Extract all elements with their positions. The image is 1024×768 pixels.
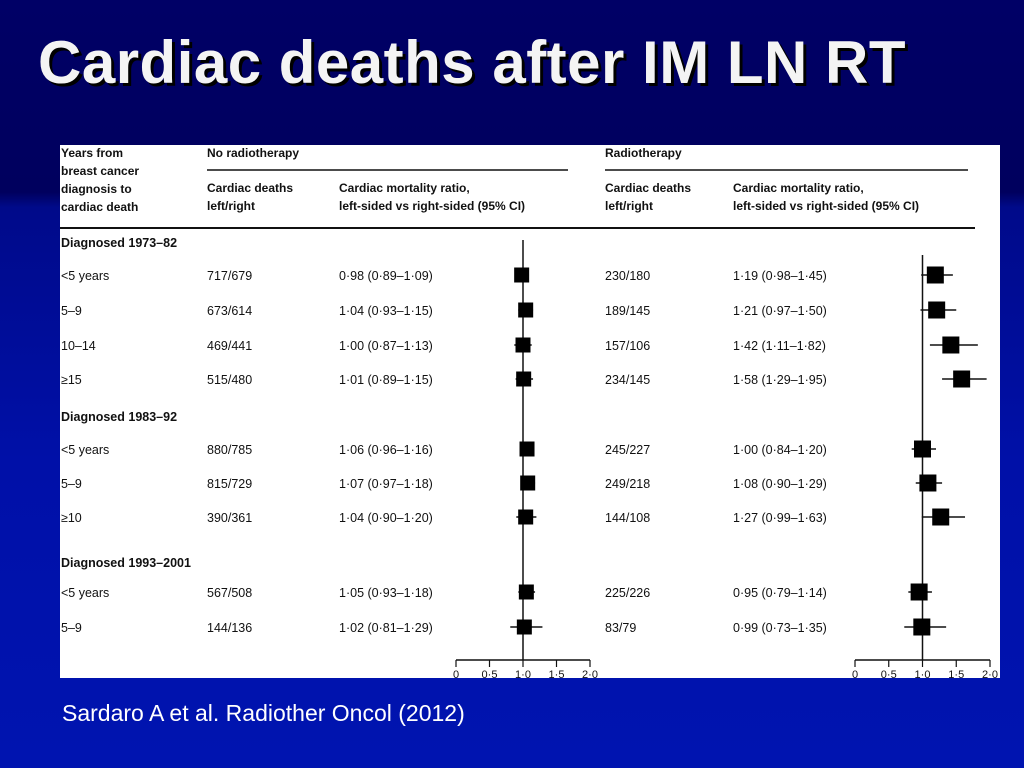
- x-tick-label: 2·0: [582, 669, 598, 681]
- point-estimate: [926, 266, 944, 284]
- point-estimate: [520, 475, 536, 491]
- point-estimate: [516, 371, 532, 387]
- ratio-ci-value: 1·01 (0·89–1·15): [339, 373, 433, 387]
- ratio-ci-value: 0·98 (0·89–1·09): [339, 269, 433, 283]
- row-label: ≥10: [61, 511, 82, 525]
- deaths-value: 815/729: [207, 477, 252, 491]
- point-estimate: [919, 474, 937, 492]
- column-header-deaths: left/right: [605, 199, 653, 213]
- column-header-ratio: Cardiac mortality ratio,: [339, 181, 470, 195]
- deaths-value: 390/361: [207, 511, 252, 525]
- x-tick-label: 1·0: [515, 669, 531, 681]
- point-estimate: [516, 619, 532, 635]
- deaths-value: 83/79: [605, 621, 636, 635]
- ratio-ci-value: 1·21 (0·97–1·50): [733, 304, 827, 318]
- x-tick-label: 1·0: [915, 669, 931, 681]
- ratio-ci-value: 1·04 (0·90–1·20): [339, 511, 433, 525]
- row-label: 5–9: [61, 304, 82, 318]
- deaths-value: 717/679: [207, 269, 252, 283]
- slide-title: Cardiac deaths after IM LN RT: [38, 29, 907, 96]
- row-label: 5–9: [61, 621, 82, 635]
- ratio-ci-value: 1·58 (1·29–1·95): [733, 373, 827, 387]
- deaths-value: 157/106: [605, 339, 650, 353]
- point-estimate: [928, 301, 946, 319]
- deaths-value: 249/218: [605, 477, 650, 491]
- x-tick-label: 1·5: [948, 669, 964, 681]
- group-label: Diagnosed 1973–82: [61, 236, 177, 250]
- ratio-ci-value: 1·04 (0·93–1·15): [339, 304, 433, 318]
- ratio-ci-value: 1·00 (0·87–1·13): [339, 339, 433, 353]
- point-estimate: [514, 267, 530, 283]
- ratio-ci-value: 1·08 (0·90–1·29): [733, 477, 827, 491]
- group-label: Diagnosed 1983–92: [61, 410, 177, 424]
- point-estimate: [515, 337, 531, 353]
- row-header-line: breast cancer: [61, 164, 139, 178]
- column-header-ratio: left-sided vs right-sided (95% CI): [733, 199, 919, 213]
- point-estimate: [932, 508, 950, 526]
- deaths-value: 230/180: [605, 269, 650, 283]
- row-label: <5 years: [61, 269, 109, 283]
- row-label: ≥15: [61, 373, 82, 387]
- deaths-value: 567/508: [207, 586, 252, 600]
- deaths-value: 144/136: [207, 621, 252, 635]
- point-estimate: [518, 584, 534, 600]
- point-estimate: [910, 583, 928, 601]
- x-tick-label: 1·5: [549, 669, 565, 681]
- x-tick-label: 0: [453, 669, 459, 681]
- row-header-line: cardiac death: [61, 200, 138, 214]
- column-header-ratio: left-sided vs right-sided (95% CI): [339, 199, 525, 213]
- point-estimate: [953, 370, 971, 388]
- ratio-ci-value: 1·00 (0·84–1·20): [733, 443, 827, 457]
- point-estimate: [913, 618, 931, 636]
- ratio-ci-value: 1·07 (0·97–1·18): [339, 477, 433, 491]
- deaths-value: 189/145: [605, 304, 650, 318]
- row-label: 10–14: [61, 339, 96, 353]
- citation: Sardaro A et al. Radiother Oncol (2012): [62, 700, 465, 726]
- ratio-ci-value: 1·19 (0·98–1·45): [733, 269, 827, 283]
- ratio-ci-value: 1·05 (0·93–1·18): [339, 586, 433, 600]
- column-header-deaths: Cardiac deaths: [207, 181, 293, 195]
- x-tick-label: 0·5: [881, 669, 897, 681]
- ratio-ci-value: 1·06 (0·96–1·16): [339, 443, 433, 457]
- ratio-ci-value: 1·27 (0·99–1·63): [733, 511, 827, 525]
- ratio-ci-value: 0·95 (0·79–1·14): [733, 586, 827, 600]
- row-label: <5 years: [61, 443, 109, 457]
- deaths-value: 225/226: [605, 586, 650, 600]
- point-estimate: [518, 302, 534, 318]
- deaths-value: 245/227: [605, 443, 650, 457]
- point-estimate: [519, 441, 535, 457]
- row-label: <5 years: [61, 586, 109, 600]
- ratio-ci-value: 1·42 (1·11–1·82): [733, 339, 826, 353]
- x-tick-label: 2·0: [982, 669, 998, 681]
- group-label: Diagnosed 1993–2001: [61, 556, 191, 570]
- deaths-value: 234/145: [605, 373, 650, 387]
- row-header-line: diagnosis to: [61, 182, 132, 196]
- x-tick-label: 0·5: [482, 669, 498, 681]
- deaths-value: 880/785: [207, 443, 252, 457]
- deaths-value: 469/441: [207, 339, 252, 353]
- row-header-line: Years from: [61, 146, 123, 160]
- deaths-value: 515/480: [207, 373, 252, 387]
- row-label: 5–9: [61, 477, 82, 491]
- deaths-value: 144/108: [605, 511, 650, 525]
- column-header-ratio: Cardiac mortality ratio,: [733, 181, 864, 195]
- x-tick-label: 0: [852, 669, 858, 681]
- point-estimate: [518, 509, 534, 525]
- column-header-deaths: Cardiac deaths: [605, 181, 691, 195]
- ratio-ci-value: 1·02 (0·81–1·29): [339, 621, 433, 635]
- point-estimate: [942, 336, 960, 354]
- ratio-ci-value: 0·99 (0·73–1·35): [733, 621, 827, 635]
- point-estimate: [914, 440, 931, 458]
- deaths-value: 673/614: [207, 304, 252, 318]
- column-header-deaths: left/right: [207, 199, 255, 213]
- panel-title: Radiotherapy: [605, 146, 682, 160]
- panel-title: No radiotherapy: [207, 146, 299, 160]
